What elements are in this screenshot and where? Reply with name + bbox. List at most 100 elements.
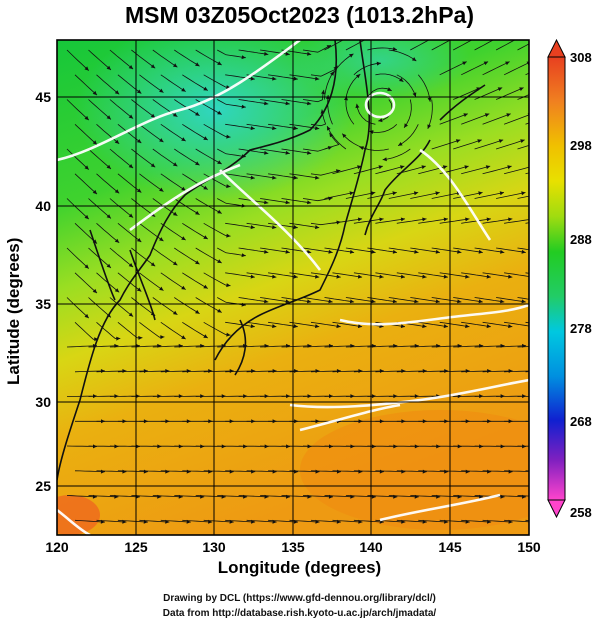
streamline bbox=[482, 61, 510, 76]
streamline-arrowhead bbox=[551, 520, 555, 524]
streamline bbox=[88, 198, 112, 219]
streamline bbox=[482, 218, 513, 224]
streamline-arrowhead bbox=[128, 164, 134, 169]
streamline-arrowhead bbox=[195, 210, 200, 215]
streamline bbox=[74, 322, 99, 340]
streamline-arrowhead bbox=[483, 61, 489, 66]
streamline bbox=[66, 198, 90, 220]
streamline-arrowhead bbox=[136, 139, 142, 143]
streamline bbox=[474, 87, 503, 100]
streamline-arrowhead bbox=[336, 324, 341, 329]
streamline bbox=[260, 495, 291, 498]
streamline-arrowhead bbox=[427, 124, 432, 129]
streamline-arrowhead bbox=[128, 213, 134, 218]
streamline-arrowhead bbox=[355, 74, 361, 79]
streamline bbox=[160, 321, 186, 340]
streamline bbox=[474, 345, 505, 348]
streamline bbox=[453, 247, 483, 253]
streamline bbox=[375, 218, 406, 224]
streamline bbox=[410, 247, 440, 253]
streamline bbox=[302, 297, 333, 303]
streamline-arrowhead bbox=[521, 249, 526, 254]
streamline bbox=[88, 345, 119, 348]
streamline-arrowhead bbox=[203, 334, 208, 338]
streamline bbox=[503, 114, 529, 125]
streamline bbox=[461, 370, 492, 373]
streamline-arrowhead bbox=[241, 253, 246, 258]
streamline bbox=[453, 495, 484, 498]
x-axis-label: Longitude (degrees) bbox=[217, 558, 382, 577]
streamline bbox=[517, 346, 529, 348]
streamline bbox=[453, 139, 482, 150]
streamline bbox=[225, 470, 256, 473]
streamline bbox=[117, 370, 148, 373]
streamline bbox=[474, 40, 494, 51]
streamline-arrowhead bbox=[100, 369, 105, 373]
streamline bbox=[139, 321, 165, 338]
streamline-arrowhead bbox=[465, 324, 470, 329]
streamline bbox=[117, 74, 142, 94]
streamline-arrowhead bbox=[444, 369, 449, 373]
streamline bbox=[397, 124, 419, 147]
streamline bbox=[131, 247, 156, 267]
streamline bbox=[517, 144, 529, 150]
streamline-arrowhead bbox=[422, 324, 427, 329]
streamline bbox=[496, 495, 527, 498]
streamline-arrowhead bbox=[330, 71, 334, 76]
streamline bbox=[225, 519, 256, 523]
streamline bbox=[66, 247, 90, 269]
streamline bbox=[217, 99, 246, 108]
streamline-arrowhead bbox=[307, 51, 312, 56]
streamline bbox=[160, 74, 186, 92]
streamline bbox=[139, 123, 164, 143]
streamline-arrowhead bbox=[382, 157, 387, 162]
streamline bbox=[431, 297, 462, 303]
streamline-arrowhead bbox=[293, 324, 298, 329]
x-tick-150: 150 bbox=[517, 539, 541, 555]
streamline-arrowhead bbox=[94, 337, 99, 342]
streamline bbox=[474, 247, 505, 253]
y-tick-25: 25 bbox=[35, 478, 51, 494]
streamline bbox=[310, 65, 338, 77]
streamline bbox=[482, 321, 513, 328]
streamline bbox=[74, 173, 98, 195]
streamline-arrowhead bbox=[217, 209, 222, 214]
streamline bbox=[289, 222, 320, 229]
streamline bbox=[495, 40, 516, 51]
streamline-arrowhead bbox=[463, 113, 468, 117]
streamline bbox=[88, 49, 112, 71]
streamline-arrowhead bbox=[344, 96, 348, 101]
streamline-arrowhead bbox=[186, 369, 191, 373]
streamline bbox=[439, 519, 470, 523]
streamline bbox=[461, 470, 492, 473]
streamline bbox=[195, 49, 222, 66]
streamline bbox=[418, 370, 449, 373]
colorbar-max-arrow bbox=[547, 38, 566, 58]
streamline bbox=[482, 272, 513, 278]
streamline bbox=[504, 519, 529, 523]
streamline-arrowhead bbox=[411, 57, 417, 61]
streamline bbox=[195, 495, 226, 498]
streamline bbox=[496, 297, 526, 303]
streamline-arrowhead bbox=[349, 249, 355, 254]
streamline-arrowhead bbox=[359, 146, 364, 150]
streamline-arrowhead bbox=[327, 126, 331, 131]
streamline bbox=[396, 272, 427, 278]
streamline bbox=[260, 247, 290, 253]
streamline bbox=[88, 495, 119, 498]
streamline-arrowhead bbox=[250, 175, 255, 180]
streamline bbox=[182, 519, 213, 523]
streamline bbox=[439, 321, 470, 328]
streamline bbox=[310, 169, 341, 176]
streamline bbox=[302, 44, 332, 53]
streamline-arrowhead bbox=[387, 87, 392, 91]
colorbar-tick-268: 268 bbox=[570, 414, 592, 429]
streamline-arrowhead bbox=[477, 139, 482, 143]
streamline bbox=[96, 322, 121, 340]
streamline-arrowhead bbox=[376, 61, 381, 66]
streamline bbox=[418, 218, 448, 224]
streamline bbox=[66, 297, 90, 319]
streamline bbox=[152, 297, 178, 316]
streamline bbox=[474, 297, 505, 303]
streamline bbox=[160, 173, 186, 191]
